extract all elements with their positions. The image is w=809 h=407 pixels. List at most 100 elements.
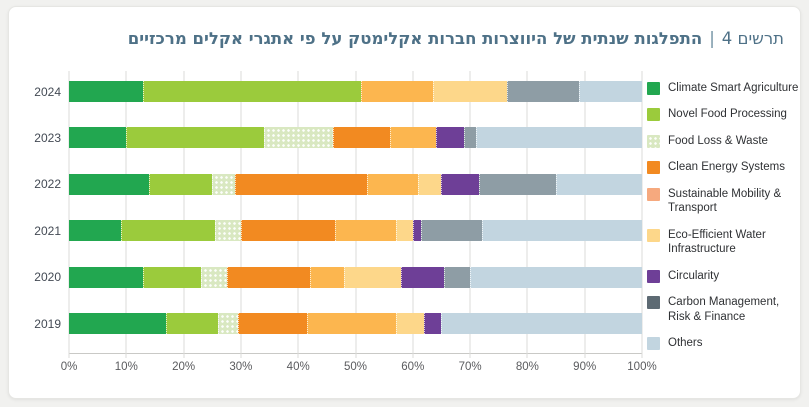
bar-segment bbox=[69, 173, 150, 195]
bar-segment bbox=[166, 313, 218, 334]
bar-segment bbox=[401, 266, 445, 288]
bar-segment bbox=[69, 313, 167, 334]
legend-swatch bbox=[647, 161, 660, 175]
legend-item: Food Loss & Waste bbox=[647, 134, 799, 148]
legend-swatch bbox=[647, 337, 660, 351]
chart-title-prefix: תרשים 4 bbox=[721, 29, 784, 48]
legend-label: Food Loss & Waste bbox=[668, 134, 768, 147]
plot-area bbox=[68, 71, 643, 358]
bar-segment bbox=[263, 127, 333, 149]
legend-item: Clean Energy Systems bbox=[647, 160, 799, 175]
chart-title-separator: | bbox=[709, 29, 715, 48]
bar-segment bbox=[444, 266, 471, 288]
bar-segment bbox=[212, 173, 236, 195]
bar-segment bbox=[366, 173, 419, 195]
bar-segment bbox=[335, 220, 396, 242]
bar-row-2019 bbox=[69, 313, 642, 334]
x-axis-tick-label: 70% bbox=[458, 361, 482, 373]
legend-swatch bbox=[647, 296, 660, 310]
bar-segment bbox=[69, 266, 144, 288]
chart-title-main: התפלגות שנתית של היווצרות חברות אקלימטק … bbox=[127, 29, 703, 48]
bar-segment bbox=[120, 220, 216, 242]
bar-segment bbox=[441, 173, 479, 195]
gridline bbox=[240, 71, 242, 358]
bar-row-2021 bbox=[69, 220, 642, 242]
bar-segment bbox=[306, 313, 396, 334]
bar-segment bbox=[424, 313, 442, 334]
bar-segment bbox=[441, 313, 642, 334]
gridline bbox=[125, 71, 127, 358]
bar-row-2024 bbox=[69, 81, 642, 102]
bar-segment bbox=[240, 220, 336, 242]
legend-swatch bbox=[647, 187, 660, 201]
bar-segment bbox=[395, 220, 413, 242]
chart-title: תרשים 4 | התפלגות שנתית של היווצרות חברות … bbox=[128, 29, 784, 48]
bar-segment bbox=[395, 313, 425, 334]
legend-item: Climate Smart Agriculture bbox=[647, 81, 799, 95]
bar-segment bbox=[507, 81, 579, 102]
x-axis-tick-label: 0% bbox=[60, 361, 78, 373]
legend: Climate Smart Agriculture Novel Food Proc… bbox=[647, 81, 799, 351]
legend-label: Others bbox=[668, 337, 703, 350]
legend-label: Climate Smart Agriculture bbox=[668, 82, 799, 94]
bar-row-2022 bbox=[69, 173, 642, 195]
gridline bbox=[641, 71, 643, 358]
bar-segment bbox=[69, 220, 121, 242]
bar-segment bbox=[238, 313, 307, 334]
bar-segment bbox=[217, 313, 239, 334]
year-label: 2020 bbox=[34, 270, 61, 285]
bar-segment bbox=[344, 266, 402, 288]
legend-label: Clean Energy Systems bbox=[668, 161, 785, 174]
bar-segment bbox=[435, 127, 465, 149]
x-axis-tick-label: 100% bbox=[627, 361, 657, 373]
legend-item: Eco-Efficient Water Infrastructure bbox=[647, 228, 799, 257]
bar-segment bbox=[481, 220, 642, 242]
gridline bbox=[584, 71, 586, 358]
bar-segment bbox=[464, 127, 476, 149]
gridline bbox=[526, 71, 528, 358]
legend-swatch bbox=[647, 134, 660, 148]
x-axis-tick-label: 20% bbox=[172, 361, 196, 373]
x-axis-tick-label: 80% bbox=[515, 361, 539, 373]
bar-segment bbox=[578, 81, 642, 102]
bar-segment bbox=[475, 127, 642, 149]
bar-segment bbox=[478, 173, 556, 195]
year-label: 2019 bbox=[34, 316, 61, 331]
year-label: 2024 bbox=[34, 84, 61, 99]
bar-row-2023 bbox=[69, 127, 642, 149]
gridline bbox=[412, 71, 414, 358]
bar-segment bbox=[432, 81, 508, 102]
legend-swatch bbox=[647, 82, 660, 95]
bar-segment bbox=[149, 173, 213, 195]
bar-segment bbox=[126, 127, 264, 149]
bar-segment bbox=[332, 127, 390, 149]
legend-item: Carbon Management, Risk & Finance bbox=[647, 295, 799, 324]
year-label: 2021 bbox=[34, 223, 61, 238]
bar-segment bbox=[555, 173, 642, 195]
legend-label: Novel Food Processing bbox=[668, 108, 787, 121]
legend-label: Circularity bbox=[668, 269, 720, 282]
bar-segment bbox=[421, 220, 482, 242]
gridline bbox=[355, 71, 356, 358]
bar-segment bbox=[418, 173, 442, 195]
x-axis-tick-label: 50% bbox=[343, 361, 368, 373]
bar-row-2020 bbox=[69, 266, 642, 288]
bar-segment bbox=[226, 266, 310, 288]
legend-label: Eco-Efficient Water Infrastructure bbox=[668, 228, 766, 256]
x-axis-tick-label: 10% bbox=[114, 361, 138, 373]
legend-label: Sustainable Mobility & Transport bbox=[668, 187, 782, 215]
legend-item: Others bbox=[647, 336, 799, 351]
x-axis-tick-label: 90% bbox=[573, 361, 597, 373]
x-axis-tick-label: 60% bbox=[401, 361, 425, 373]
legend-item: Sustainable Mobility & Transport bbox=[647, 187, 799, 216]
x-axis-tick-label: 40% bbox=[286, 361, 310, 373]
bar-segment bbox=[412, 220, 422, 242]
legend-item: Novel Food Processing bbox=[647, 107, 799, 122]
legend-swatch bbox=[647, 108, 660, 122]
legend-label: Carbon Management, Risk & Finance bbox=[668, 296, 780, 323]
bar-segment bbox=[389, 127, 436, 149]
bar-segment bbox=[470, 266, 642, 288]
gridline bbox=[183, 71, 185, 358]
bar-segment bbox=[361, 81, 433, 102]
bar-segment bbox=[200, 266, 227, 288]
